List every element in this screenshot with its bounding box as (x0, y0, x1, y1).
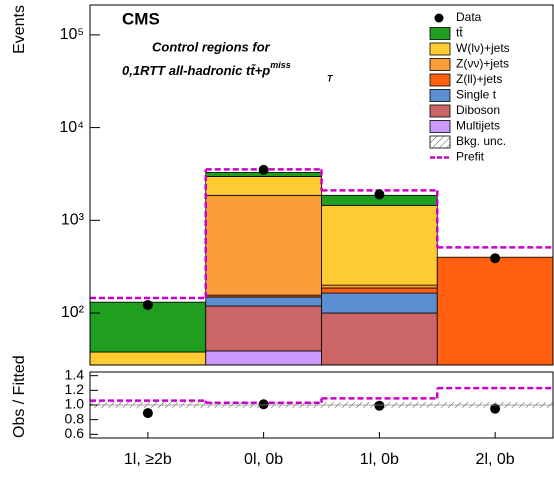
legend-label: Z(ll)+jets (456, 72, 502, 86)
ratio-y-tick-label: 1.2 (65, 381, 85, 397)
data-point (490, 253, 501, 264)
ratio-y-axis-label: Obs / Fitted (11, 355, 28, 438)
stack-segment (205, 305, 322, 352)
legend-label: Single t (456, 88, 497, 102)
stack-segment (205, 194, 322, 296)
legend-swatch (429, 73, 451, 87)
data-point (142, 300, 153, 311)
annotation-sup: miss (270, 60, 291, 70)
main-plot (90, 164, 553, 365)
y-tick-label: 10³ (61, 212, 85, 229)
legend-label: Data (456, 10, 482, 24)
legend-label: Diboson (456, 103, 500, 117)
data-point (374, 189, 385, 200)
ratio-plot (90, 386, 553, 419)
stack-segment (90, 351, 207, 365)
stack-segment (321, 287, 438, 294)
legend-swatch (429, 42, 451, 56)
legend-swatch (429, 104, 451, 118)
legend-swatch (429, 120, 451, 133)
legend-label: Z(νν)+jets (456, 57, 509, 71)
legend-label: Bkg. unc. (456, 134, 506, 148)
ratio-frame (89, 371, 554, 439)
legend-swatch (429, 135, 451, 149)
legend-label: tt̄ (456, 26, 463, 40)
stack-segment (436, 256, 553, 365)
stack-segment (321, 284, 438, 289)
legend-label: Prefit (456, 150, 485, 164)
y-axis-label: Events (11, 5, 28, 54)
main-frame (89, 4, 554, 366)
ratio-point (374, 400, 385, 411)
data-point (258, 164, 269, 175)
ratio-point (490, 403, 501, 414)
ratio-y-tick-label: 1.4 (65, 366, 85, 382)
annotation: Control regions for (152, 39, 271, 54)
y-tick-label: 10² (61, 304, 85, 321)
stack-segment (205, 350, 322, 365)
y-tick-label: 10⁴ (59, 119, 84, 136)
annotation-sub: T (327, 73, 334, 83)
x-tick-label: 1l, 0b (360, 451, 399, 468)
legend-label: Multijets (456, 119, 500, 133)
stack-segment (321, 312, 438, 365)
legend-swatch (429, 58, 451, 71)
ratio-y-tick-label: 1.0 (65, 396, 85, 412)
ratio-point (258, 399, 269, 410)
overlay: 10² 10³ 10⁴ 10⁵ 0.60.81.01.21.4 1l, ≥2b 0l, 0b… (59, 10, 514, 468)
annotation: 0,1RTT all-hadronic tt̄+pmiss (122, 60, 291, 78)
x-tick-label: 2l, 0b (476, 451, 515, 468)
legend-label: W(lν)+jets (456, 41, 510, 55)
stack-segment (321, 292, 438, 314)
y-tick-label: 10⁵ (60, 26, 84, 43)
experiment-label: CMS (122, 9, 160, 28)
annotation: 0,1RTT all-hadronic tt̄+p (122, 63, 270, 78)
ratio-point (142, 408, 153, 419)
x-tick-label: 0l, 0b (244, 451, 283, 468)
ratio-y-tick-label: 0.6 (65, 425, 85, 441)
stack-segment (205, 176, 322, 196)
stack-segment (205, 296, 322, 307)
ratio-y-tick-label: 0.8 (65, 410, 85, 426)
legend-swatch (429, 27, 451, 40)
legend-marker (434, 13, 444, 23)
stack-segment (321, 204, 438, 286)
x-tick-label: 1l, ≥2b (124, 451, 172, 468)
legend-swatch (429, 89, 451, 102)
stack-segment (90, 301, 207, 353)
